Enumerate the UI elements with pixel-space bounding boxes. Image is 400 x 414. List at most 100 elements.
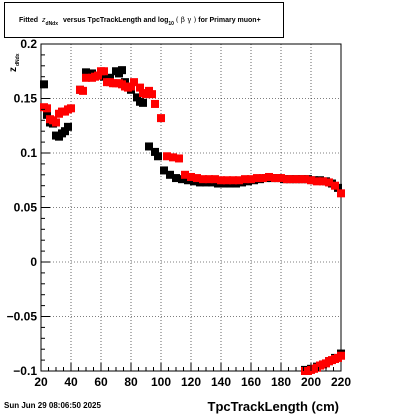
data-point-black: [160, 166, 168, 175]
data-point-red: [331, 181, 339, 190]
title-rest: for Primary muon+: [198, 17, 261, 24]
data-point-black: [82, 68, 90, 77]
data-point-red: [313, 177, 321, 186]
data-point-red: [151, 99, 159, 108]
data-point-red: [223, 176, 231, 185]
y-axis-label-z: z: [8, 67, 19, 72]
data-point-red: [211, 175, 219, 184]
y-tick-label: 0: [30, 255, 37, 269]
title-fitted: Fitted: [19, 17, 39, 24]
data-point-black: [40, 80, 48, 89]
x-tick-label: 20: [34, 375, 48, 389]
data-point-red: [253, 174, 261, 183]
timestamp: Sun Jun 29 08:06:50 2025: [4, 401, 101, 410]
data-point-black: [145, 142, 153, 151]
data-point-red: [217, 176, 225, 185]
data-point-red: [175, 154, 183, 163]
data-point-black: [61, 127, 69, 136]
x-tick-labels: 20 40 60 80 100 120 140 160 180 200 220: [34, 375, 351, 389]
data-point-red: [307, 176, 315, 185]
data-point-red: [79, 86, 87, 95]
data-point-red: [259, 174, 267, 183]
data-point-red: [277, 174, 285, 183]
axis-ticks: [40, 43, 342, 372]
title-z-sub: dNdx: [45, 21, 59, 27]
data-point-black: [154, 152, 162, 161]
data-point-red: [199, 175, 207, 184]
data-point-red: [205, 175, 213, 184]
data-point-red: [163, 152, 171, 161]
data-point-red: [82, 73, 90, 82]
x-tick-label: 200: [301, 375, 321, 389]
y-tick-labels: −0.1 −0.05 0 0.05 0.1 0.15 0.2: [7, 37, 38, 378]
title-box: Fitted zdNdx versus TpcTrackLength and l…: [4, 2, 284, 38]
title-z: z: [42, 17, 46, 24]
data-point-black: [178, 175, 186, 184]
data-point-black: [166, 170, 174, 179]
x-tick-label: 60: [94, 375, 108, 389]
y-tick-label: 0.1: [20, 146, 37, 160]
data-points: [40, 66, 345, 375]
data-point-red: [187, 172, 195, 181]
x-tick-label: 220: [331, 375, 351, 389]
x-tick-label: 180: [271, 375, 291, 389]
data-point-black: [139, 98, 147, 107]
data-point-red: [181, 170, 189, 179]
y-tick-label: −0.05: [7, 310, 38, 324]
x-tick-label: 80: [124, 375, 138, 389]
y-axis-label: zdNdx: [8, 53, 21, 72]
data-point-red: [43, 104, 51, 113]
x-tick-label: 40: [64, 375, 78, 389]
data-point-black: [133, 93, 141, 102]
data-point-black: [106, 73, 114, 82]
y-tick-label: −0.1: [13, 364, 37, 378]
x-tick-label: 100: [151, 375, 171, 389]
data-point-black: [100, 72, 108, 81]
data-point-red: [235, 176, 243, 185]
x-tick-label: 160: [241, 375, 261, 389]
data-point-red: [157, 114, 165, 123]
data-point-red: [100, 67, 108, 76]
data-point-red: [271, 174, 279, 183]
x-tick-label: 120: [181, 375, 201, 389]
data-point-red: [229, 176, 237, 185]
y-tick-label: 0.2: [20, 37, 37, 51]
data-point-red: [265, 172, 273, 181]
data-point-red: [301, 175, 309, 184]
data-point-black: [118, 66, 126, 75]
data-point-red: [325, 178, 333, 187]
data-point-red: [130, 78, 138, 87]
y-axis-label-sub: dNdx: [15, 53, 21, 66]
data-point-red: [148, 90, 156, 99]
data-point-red: [67, 104, 75, 113]
data-point-red: [295, 175, 303, 184]
data-point-black: [64, 122, 72, 131]
data-point-red: [289, 175, 297, 184]
title-versus: versus TpcTrackLength and log: [62, 17, 169, 24]
data-point-black: [172, 174, 180, 183]
data-point-red: [127, 82, 135, 91]
data-point-red: [169, 153, 177, 162]
svg-text:zdNdx: zdNdx: [8, 53, 21, 72]
data-point-red: [337, 189, 345, 198]
title-beta-gamma: ( β γ ): [175, 16, 197, 24]
y-tick-label: 0.15: [14, 92, 38, 106]
data-point-red: [52, 118, 60, 127]
data-point-red: [319, 177, 327, 186]
data-point-red: [193, 174, 201, 183]
data-point-black: [151, 147, 159, 156]
data-point-red: [136, 83, 144, 92]
data-point-red: [283, 175, 291, 184]
x-tick-label: 140: [211, 375, 231, 389]
y-tick-label: 0.05: [14, 201, 38, 215]
title-log-sub: 10: [168, 21, 174, 27]
data-point-red: [241, 175, 249, 184]
x-axis-label: TpcTrackLength (cm): [208, 399, 339, 414]
grid: [40, 43, 342, 372]
data-point-red: [94, 71, 102, 80]
chart-title: Fitted zdNdx versus TpcTrackLength and l…: [19, 16, 261, 27]
data-point-black: [43, 110, 51, 119]
data-point-red: [247, 175, 255, 184]
data-point-red: [337, 351, 345, 360]
